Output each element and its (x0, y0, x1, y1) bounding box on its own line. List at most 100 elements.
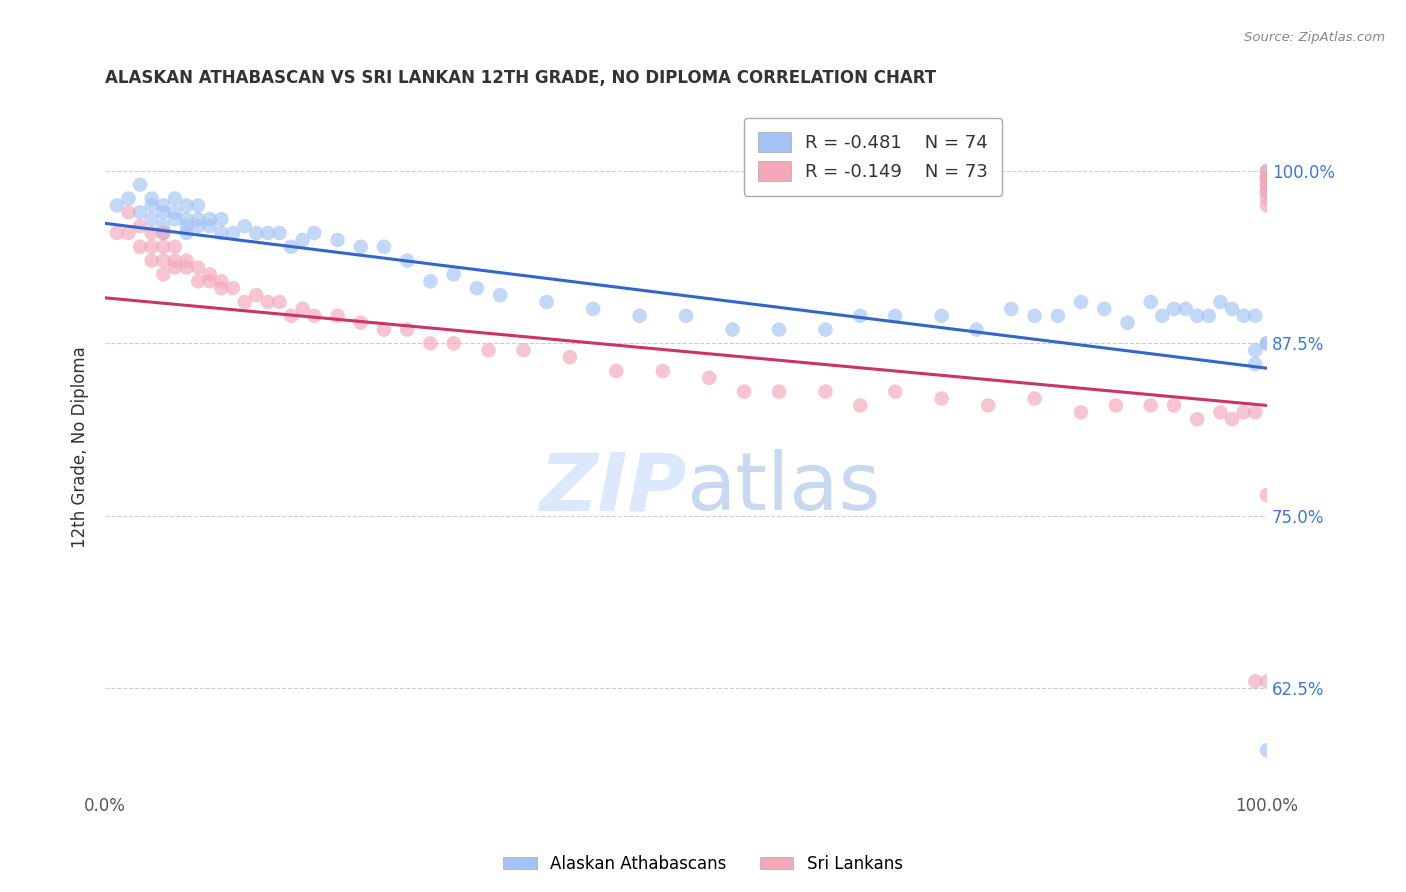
Point (814, 384, 837, 399)
Point (1244, 405, 1267, 419)
Point (269, 226, 291, 240)
Point (849, 309, 872, 323)
Point (605, 364, 627, 378)
Point (198, 212, 221, 227)
Point (141, 253, 163, 268)
Text: atlas: atlas (686, 450, 880, 527)
Point (1139, 295, 1161, 310)
Point (1244, 309, 1267, 323)
Point (675, 309, 697, 323)
Point (187, 212, 209, 227)
Point (1209, 295, 1232, 310)
Point (280, 309, 302, 323)
Point (176, 226, 198, 240)
Point (1116, 316, 1139, 330)
Point (1233, 405, 1256, 419)
Point (291, 233, 314, 247)
Point (152, 226, 174, 240)
Point (1256, 164, 1278, 178)
Point (163, 240, 186, 254)
Point (152, 268, 174, 282)
Point (1092, 301, 1115, 316)
Point (141, 212, 163, 227)
Point (1024, 309, 1046, 323)
Point (105, 226, 128, 240)
Point (733, 384, 755, 399)
Point (326, 233, 349, 247)
Point (176, 198, 198, 212)
Point (209, 281, 232, 295)
Point (233, 219, 256, 233)
Point (117, 226, 139, 240)
Point (117, 205, 139, 219)
Point (245, 226, 267, 240)
Point (1256, 674, 1278, 689)
Point (768, 322, 790, 336)
Point (233, 295, 256, 310)
Point (419, 274, 441, 288)
Point (373, 240, 395, 254)
Point (304, 309, 326, 323)
Point (209, 226, 232, 240)
Point (1256, 198, 1278, 212)
Point (105, 198, 128, 212)
Point (176, 260, 198, 275)
Point (1256, 336, 1278, 351)
Point (163, 260, 186, 275)
Point (176, 253, 198, 268)
Point (1256, 743, 1278, 757)
Point (209, 212, 232, 227)
Point (768, 384, 790, 399)
Point (1185, 412, 1208, 426)
Point (931, 309, 953, 323)
Point (558, 350, 581, 364)
Point (1070, 295, 1092, 310)
Point (1256, 185, 1278, 199)
Legend: Alaskan Athabascans, Sri Lankans: Alaskan Athabascans, Sri Lankans (496, 848, 910, 880)
Point (1256, 164, 1278, 178)
Point (257, 295, 280, 310)
Point (1139, 399, 1161, 413)
Point (141, 198, 163, 212)
Point (884, 384, 907, 399)
Point (1163, 301, 1185, 316)
Point (152, 253, 174, 268)
Point (304, 226, 326, 240)
Point (152, 226, 174, 240)
Point (465, 281, 488, 295)
Point (269, 295, 291, 310)
Point (931, 392, 953, 406)
Point (512, 343, 534, 358)
Point (1046, 309, 1069, 323)
Point (209, 274, 232, 288)
Point (419, 336, 441, 351)
Point (187, 198, 209, 212)
Point (1256, 192, 1278, 206)
Point (1256, 178, 1278, 192)
Point (966, 322, 988, 336)
Point (257, 226, 280, 240)
Text: ZIP: ZIP (538, 450, 686, 527)
Point (350, 316, 373, 330)
Point (1256, 185, 1278, 199)
Point (1185, 309, 1208, 323)
Point (1174, 301, 1197, 316)
Point (396, 322, 419, 336)
Point (141, 240, 163, 254)
Point (977, 399, 1000, 413)
Point (373, 322, 395, 336)
Point (1220, 301, 1243, 316)
Point (117, 192, 139, 206)
Point (129, 205, 152, 219)
Point (536, 295, 558, 310)
Point (721, 322, 744, 336)
Point (1256, 170, 1278, 185)
Point (443, 336, 465, 351)
Point (129, 178, 152, 192)
Point (198, 219, 221, 233)
Point (291, 301, 314, 316)
Point (1105, 399, 1128, 413)
Point (152, 219, 174, 233)
Point (1220, 412, 1243, 426)
Point (1256, 178, 1278, 192)
